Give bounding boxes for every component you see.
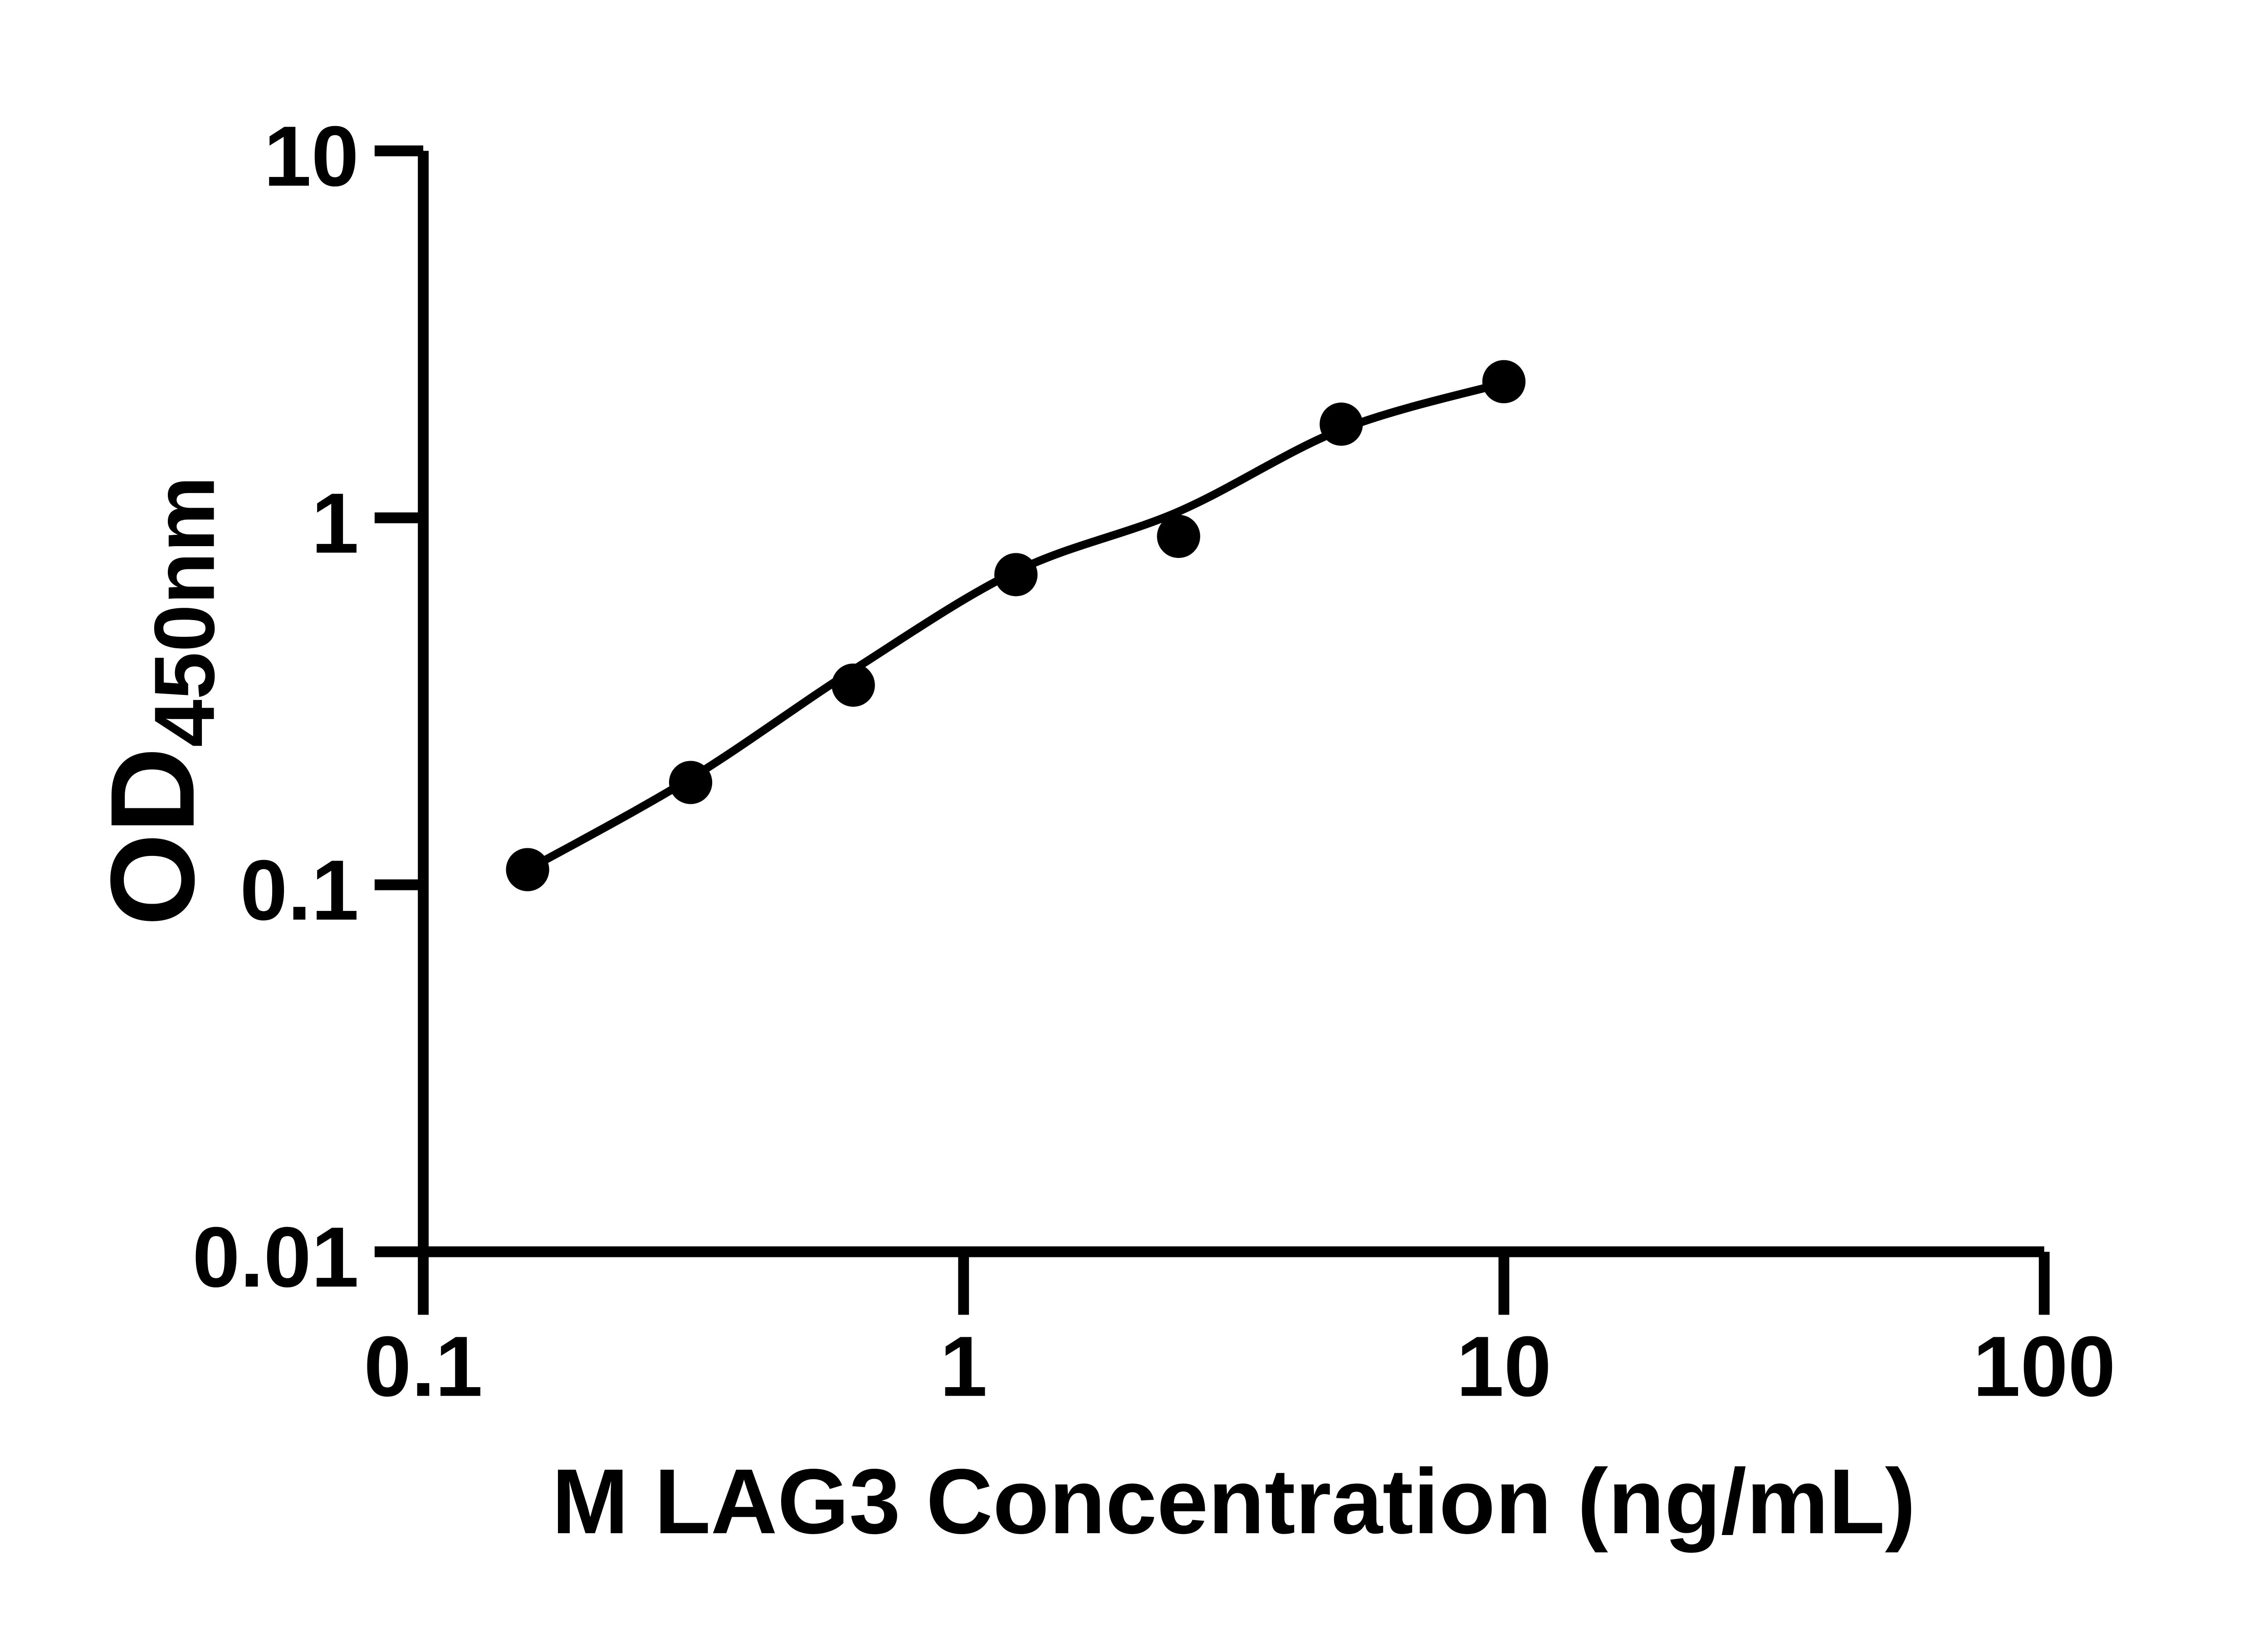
y-axis-title-main: OD xyxy=(86,747,219,926)
y-tick-label: 1 xyxy=(311,475,359,571)
data-point xyxy=(1157,514,1200,558)
x-tick-label: 10 xyxy=(1457,1318,1552,1414)
data-point xyxy=(1320,402,1363,446)
y-tick-label: 0.1 xyxy=(240,842,359,938)
y-axis-title: OD450nm xyxy=(86,476,232,926)
axes xyxy=(418,151,2044,1257)
x-tick-label: 100 xyxy=(1973,1318,2116,1414)
y-tick-label: 0.01 xyxy=(192,1209,359,1305)
y-tick-label: 10 xyxy=(264,108,359,204)
x-axis-ticks: 0.1 1 10 100 xyxy=(364,1252,2116,1414)
data-point xyxy=(669,761,713,804)
data-point xyxy=(994,553,1038,596)
data-point xyxy=(506,848,549,891)
y-axis-ticks: 10 1 0.1 0.01 xyxy=(192,108,424,1305)
data-point xyxy=(1482,360,1526,404)
x-tick-label: 0.1 xyxy=(364,1318,483,1414)
data-point xyxy=(831,663,875,707)
x-axis-title: M LAG3 Concentration (ng/mL) xyxy=(552,1450,1916,1553)
data-points xyxy=(506,360,1526,891)
y-axis-title-subscript: 450nm xyxy=(137,476,232,747)
x-tick-label: 1 xyxy=(940,1318,987,1414)
